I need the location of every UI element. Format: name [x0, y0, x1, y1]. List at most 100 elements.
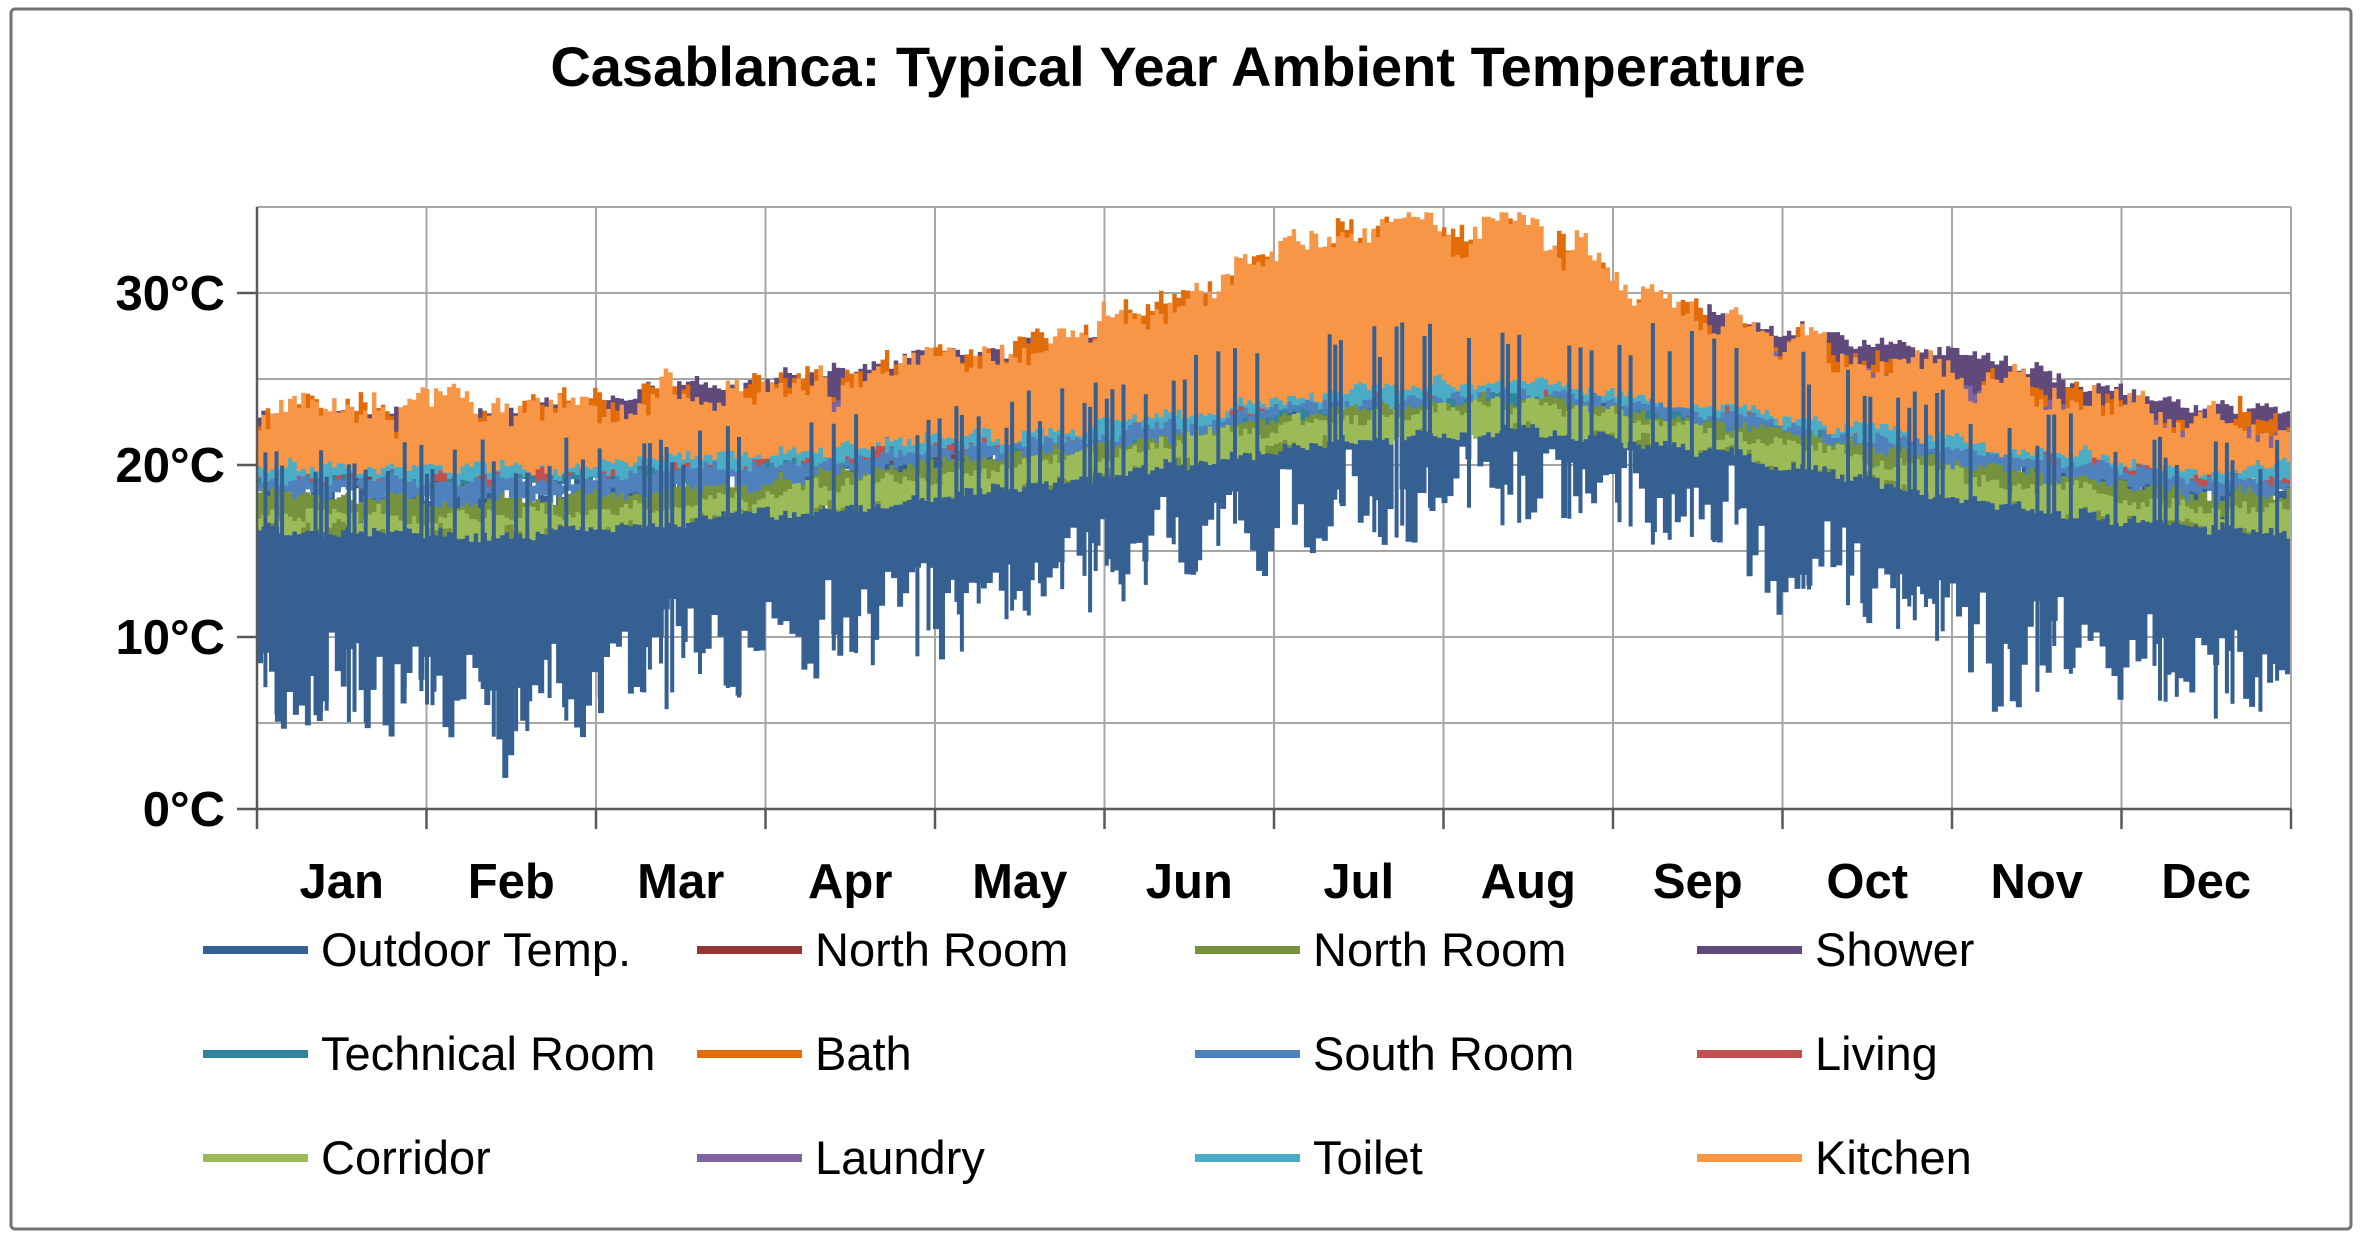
outdoor-spike — [670, 462, 675, 693]
legend-swatch — [203, 1050, 308, 1058]
outdoor-spike — [2007, 428, 2012, 650]
outdoor-spike — [647, 443, 652, 670]
outdoor-spike — [2230, 460, 2235, 704]
legend-label: Kitchen — [1815, 1131, 1972, 1184]
x-tick-label: Apr — [808, 855, 892, 909]
outdoor-spike — [2152, 439, 2157, 666]
outdoor-spike — [854, 414, 859, 654]
series-7-south-room — [258, 349, 2290, 508]
outdoor-spike — [681, 465, 686, 659]
legend-label: Corridor — [321, 1131, 491, 1184]
legend-label: Living — [1815, 1027, 1938, 1080]
outdoor-spike — [280, 465, 285, 708]
legend-swatch — [1697, 1050, 1802, 1058]
outdoor-spike — [1121, 384, 1126, 602]
series-9-corridor — [258, 396, 2290, 543]
outdoor-spike — [1712, 338, 1717, 543]
outdoor-spike — [2275, 440, 2280, 681]
outdoor-spike — [1182, 379, 1187, 542]
outdoor-spike — [1327, 334, 1332, 511]
x-tick-label: Feb — [468, 855, 555, 909]
outdoor-spike — [1801, 351, 1806, 589]
x-tick-label: Nov — [1990, 855, 2083, 909]
outdoor-spike — [1372, 326, 1377, 533]
legend-swatch — [1697, 946, 1802, 954]
outdoor-spike — [809, 422, 814, 649]
legend-label: Shower — [1815, 923, 1974, 976]
outdoor-spike — [597, 448, 602, 699]
outdoor-spike — [1734, 347, 1739, 525]
outdoor-spike — [664, 447, 669, 710]
outdoor-spike — [2046, 414, 2051, 650]
outdoor-spike — [1650, 323, 1655, 545]
outdoor-spike — [1216, 351, 1221, 546]
x-tick-label: Jul — [1323, 855, 1394, 909]
legend-item-series-11-toilet: Toilet — [1195, 1131, 1423, 1184]
outdoor-spike — [263, 452, 268, 688]
legend-label: Outdoor Temp. — [321, 923, 631, 976]
outdoor-spike — [324, 476, 329, 711]
outdoor-spike — [1912, 391, 1917, 621]
outdoor-spike — [452, 449, 457, 689]
legend-swatch — [1195, 1050, 1300, 1058]
series-12-kitchen — [258, 212, 2290, 477]
outdoor-spike — [1578, 347, 1583, 514]
chart-title: Casablanca: Typical Year Ambient Tempera… — [550, 35, 1805, 98]
x-tick-label: Jan — [300, 855, 384, 909]
outdoor-spike — [1060, 388, 1065, 590]
outdoor-spike — [547, 465, 552, 698]
outdoor-spike — [1400, 322, 1405, 526]
outdoor-spike — [1628, 355, 1633, 527]
legend-item-series-9-corridor: Corridor — [203, 1131, 491, 1184]
outdoor-spike — [1467, 338, 1471, 508]
outdoor-spike — [319, 450, 324, 713]
outdoor-spike — [1088, 406, 1093, 613]
outdoor-spike — [1110, 389, 1115, 573]
outdoor-spike — [2174, 465, 2179, 697]
legend-swatch — [697, 946, 802, 954]
outdoor-spike — [1940, 389, 1945, 632]
legend-item-series-8-living: Living — [1697, 1027, 1938, 1080]
outdoor-spike — [1093, 382, 1098, 571]
outdoor-spike — [959, 415, 964, 652]
outdoor-spike — [419, 444, 424, 692]
outdoor-spike — [1394, 326, 1399, 538]
legend-swatch — [697, 1050, 802, 1058]
outdoor-spike — [1500, 332, 1505, 526]
outdoor-spike — [430, 469, 435, 706]
outdoor-spike — [1868, 396, 1873, 586]
outdoor-spike — [1422, 336, 1427, 493]
x-tick-label: Dec — [2161, 855, 2251, 909]
outdoor-spike — [831, 423, 836, 651]
legend-item-series-3-north-room: North Room — [1195, 923, 1566, 976]
legend-swatch — [1195, 946, 1300, 954]
outdoor-spike — [1907, 407, 1912, 607]
outdoor-spike — [1567, 345, 1572, 519]
outdoor-spike — [1377, 357, 1382, 537]
y-axis-labels: 30°C 20°C 10°C 0°C — [116, 267, 225, 837]
x-axis-labels: Jan Feb Mar Apr May Jun Jul Aug Sep Oct Nov Dec — [300, 855, 2252, 909]
legend-item-series-5-technical-room: Technical Room — [203, 1027, 655, 1080]
x-tick-label: Mar — [637, 855, 724, 909]
outdoor-spike — [346, 464, 351, 723]
legend: Outdoor Temp. North Room North Room Shower T… — [203, 923, 1974, 1184]
outdoor-spike — [425, 473, 429, 705]
outdoor-spike — [491, 461, 496, 737]
outdoor-spike — [1333, 344, 1338, 500]
outdoor-spike — [1506, 343, 1510, 482]
outdoor-spike — [659, 439, 663, 664]
outdoor-spike — [937, 418, 942, 627]
y-tick-label: 30°C — [116, 267, 225, 321]
outdoor-spike — [2213, 441, 2218, 719]
outdoor-spike — [976, 416, 981, 604]
outdoor-spike — [480, 439, 485, 689]
outdoor-spike — [1233, 348, 1237, 524]
legend-item-series-12-kitchen: Kitchen — [1697, 1131, 1972, 1184]
legend-item-series-6-bath: Bath — [697, 1027, 912, 1080]
outdoor-spike — [915, 435, 920, 657]
outdoor-spike — [2163, 457, 2168, 702]
outdoor-spike — [1428, 323, 1432, 508]
legend-label: Toilet — [1313, 1131, 1423, 1184]
outdoor-spike — [926, 419, 931, 631]
